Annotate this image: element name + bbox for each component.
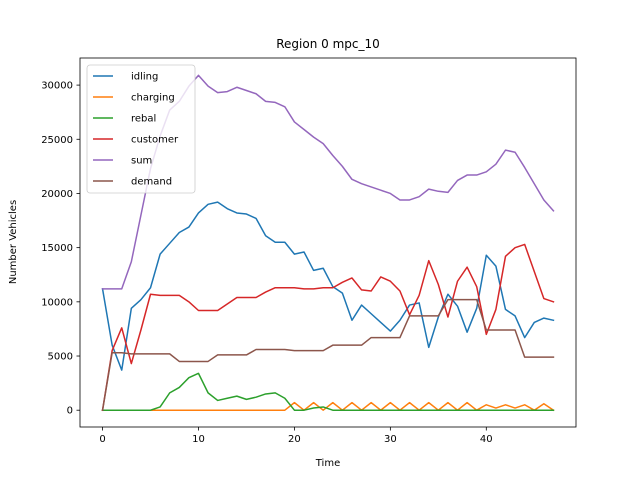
- y-axis-ticks: 0 5000 10000 15000 20000 25000 30000: [41, 81, 80, 417]
- legend-label-customer: customer: [131, 135, 179, 146]
- x-tick-label: 10: [192, 434, 205, 445]
- y-tick-label: 0: [67, 406, 73, 417]
- series-line-idling: [101, 201, 555, 371]
- x-axis-label: Time: [315, 458, 340, 469]
- plot-series-group: [101, 74, 555, 412]
- y-tick-label: 20000: [41, 189, 73, 200]
- x-tick-label: 30: [384, 434, 397, 445]
- series-line-charging: [101, 401, 555, 412]
- legend-box: [86, 64, 196, 194]
- y-tick-label: 15000: [41, 243, 73, 254]
- y-tick-label: 30000: [41, 81, 73, 92]
- x-axis-ticks: 0 10 20 30 40: [99, 427, 493, 445]
- legend-label-rebal: rebal: [131, 114, 156, 125]
- legend-label-sum: sum: [131, 156, 152, 167]
- legend-label-charging: charging: [131, 93, 175, 104]
- x-tick-label: 20: [288, 434, 301, 445]
- y-tick-label: 5000: [48, 352, 73, 363]
- legend-label-idling: idling: [131, 72, 158, 83]
- y-tick-label: 10000: [41, 297, 73, 308]
- axes-frame: [79, 57, 577, 428]
- y-axis-label: Number Vehicles: [8, 200, 19, 284]
- y-tick-label: 25000: [41, 135, 73, 146]
- x-tick-label: 40: [480, 434, 493, 445]
- legend: idling charging rebal customer sum demand: [86, 64, 196, 194]
- series-line-customer: [101, 243, 555, 412]
- x-tick-label: 0: [99, 434, 105, 445]
- series-line-rebal: [101, 372, 555, 411]
- chart-title: Region 0 mpc_10: [276, 37, 380, 51]
- legend-label-demand: demand: [131, 177, 172, 188]
- series-line-demand: [101, 298, 555, 412]
